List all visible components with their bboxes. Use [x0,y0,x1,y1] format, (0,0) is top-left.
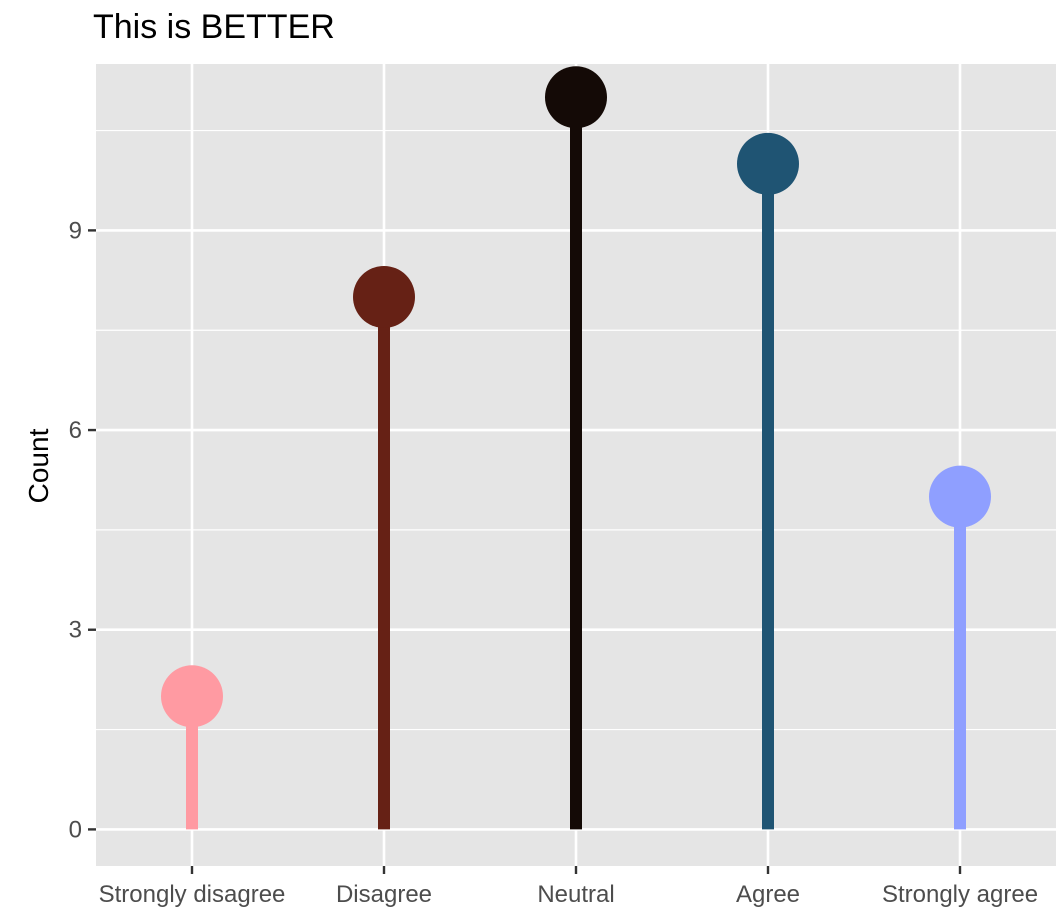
lollipop-dot [929,465,991,528]
x-tick-label: Neutral [537,881,614,908]
lollipop-dot [161,665,223,728]
lollipop-dot [737,132,799,195]
y-tick-label: 9 [69,217,82,244]
x-tick-label: Strongly disagree [99,881,286,908]
y-tick-label: 3 [69,617,82,644]
x-axis: Strongly disagree Disagree Neutral Agree Str… [99,866,1038,908]
chart-title: This is BETTER [93,8,335,46]
lollipop-dot [545,66,607,129]
y-tick-label: 0 [69,816,82,843]
lollipop-marks [161,66,991,830]
x-tick-label: Agree [736,881,800,908]
lollipop-dot [353,265,415,328]
y-axis-label: Count [23,428,54,503]
y-axis: 0 3 6 9 [69,217,96,843]
x-tick-label: Strongly agree [882,881,1038,908]
x-tick-label: Disagree [336,881,432,908]
y-tick-label: 6 [69,417,82,444]
